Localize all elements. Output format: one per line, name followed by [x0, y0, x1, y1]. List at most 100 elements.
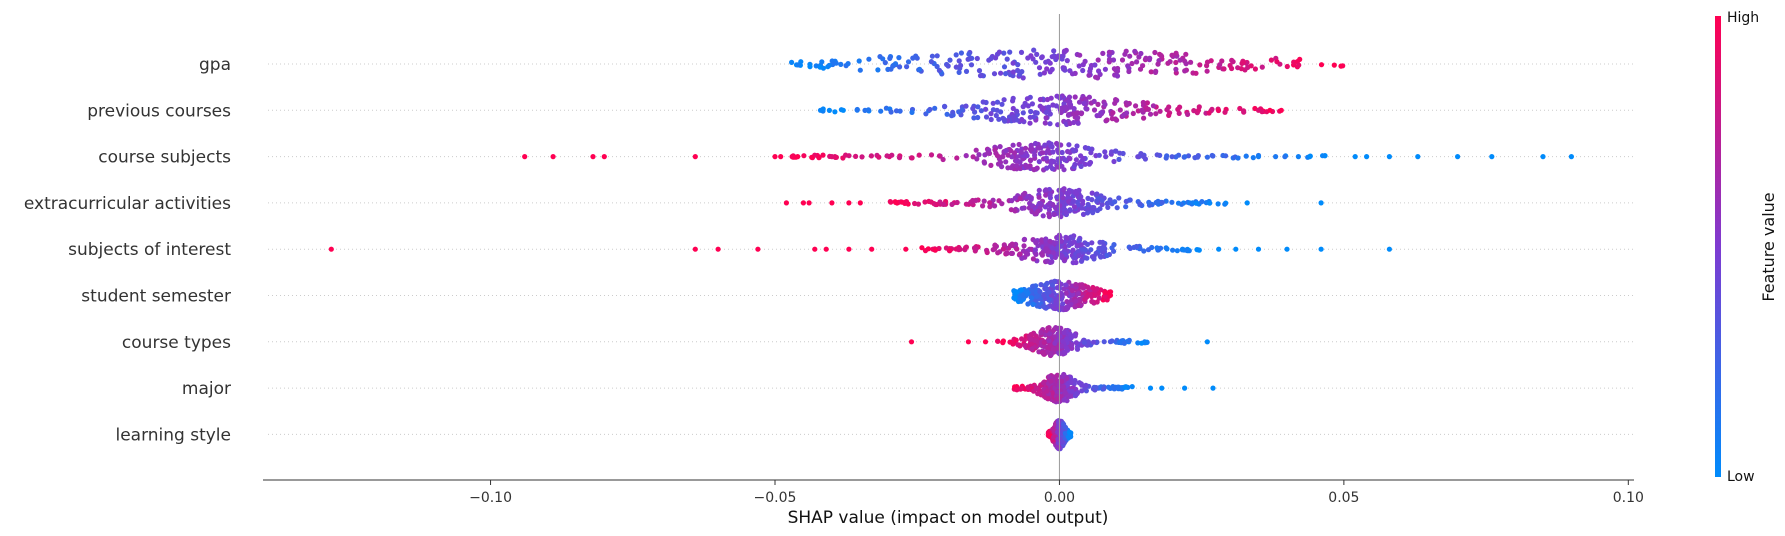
shap-point	[1064, 235, 1070, 241]
shap-point	[1020, 75, 1026, 81]
shap-point	[934, 201, 940, 208]
shap-point	[1010, 114, 1016, 120]
shap-point	[1024, 289, 1030, 295]
shap-point	[1051, 48, 1057, 54]
shap-point	[1095, 101, 1101, 107]
shap-point	[1028, 336, 1034, 342]
shap-point	[1064, 336, 1070, 342]
shap-point	[783, 200, 790, 206]
shap-point	[1000, 154, 1006, 160]
shap-point	[1080, 211, 1087, 217]
shap-point	[1072, 332, 1078, 338]
shap-point	[1220, 152, 1226, 159]
shap-point	[1147, 111, 1154, 117]
shap-point	[795, 154, 801, 160]
shap-point	[908, 339, 915, 345]
shap-point	[934, 53, 940, 59]
shap-point	[1030, 301, 1036, 307]
shap-point	[1097, 206, 1103, 212]
shap-point	[1183, 51, 1189, 57]
shap-point	[1029, 346, 1035, 352]
shap-point	[1048, 259, 1055, 265]
shap-point	[1062, 104, 1068, 110]
shap-point	[1182, 154, 1188, 160]
shap-point	[999, 101, 1005, 107]
shap-point	[1307, 154, 1313, 160]
shap-point	[1085, 339, 1091, 345]
shap-point	[949, 113, 955, 119]
shap-point	[919, 245, 925, 251]
shap-point	[1014, 246, 1020, 252]
shap-point	[976, 68, 983, 74]
shap-point	[1148, 69, 1154, 75]
shap-point	[789, 154, 795, 160]
shap-point	[1077, 52, 1083, 58]
shap-point	[1085, 206, 1091, 212]
shap-point	[1145, 247, 1152, 253]
shap-point	[1032, 152, 1038, 158]
shap-point	[1061, 421, 1067, 427]
shap-point	[812, 246, 818, 252]
shap-point	[1121, 340, 1127, 346]
shap-point	[1235, 155, 1241, 161]
shap-point	[1063, 209, 1069, 215]
shap-point	[1244, 200, 1250, 206]
feature-label: student semester	[81, 287, 231, 307]
shap-point	[1074, 110, 1080, 116]
shap-point	[1072, 189, 1078, 195]
shap-point	[1217, 62, 1223, 68]
shap-point	[1068, 104, 1074, 110]
shap-point	[1109, 338, 1115, 344]
shap-point	[1099, 197, 1105, 203]
shap-point	[1106, 56, 1113, 62]
shap-point	[1090, 284, 1096, 291]
shap-point	[1066, 429, 1073, 435]
shap-point	[1243, 153, 1249, 159]
shap-point	[1215, 201, 1221, 207]
shap-point	[1250, 155, 1256, 161]
shap-point	[976, 152, 982, 158]
shap-point	[1034, 293, 1040, 300]
shap-point	[978, 108, 985, 114]
shap-point	[820, 152, 826, 158]
shap-point	[1097, 239, 1103, 245]
shap-point	[1060, 384, 1066, 390]
shap-point	[1062, 157, 1068, 163]
shap-point	[1137, 66, 1144, 72]
shap-point	[1043, 115, 1049, 121]
shap-point	[1070, 247, 1076, 253]
shap-point	[1089, 190, 1095, 196]
shap-point	[1144, 100, 1150, 106]
shap-point	[1071, 204, 1078, 210]
shap-point	[1102, 66, 1108, 72]
shap-point	[968, 199, 974, 205]
shap-point	[963, 245, 969, 251]
shap-point	[1209, 152, 1215, 159]
shap-point	[1047, 69, 1053, 75]
shap-point	[1101, 339, 1107, 345]
shap-point	[1106, 49, 1112, 55]
shap-point	[1047, 60, 1053, 66]
shap-point	[1175, 200, 1182, 206]
shap-point	[1082, 145, 1088, 151]
shap-point	[1140, 99, 1146, 106]
shap-point	[1005, 152, 1011, 158]
shap-point	[1067, 156, 1073, 162]
shap-point	[1060, 301, 1066, 307]
shap-point	[876, 154, 882, 160]
shap-point	[1117, 107, 1123, 113]
shap-point	[1207, 200, 1213, 206]
shap-point	[1030, 256, 1036, 262]
shap-point	[801, 153, 807, 159]
shap-point	[1386, 154, 1392, 160]
shap-point	[875, 67, 881, 73]
shap-point	[1048, 95, 1054, 101]
shap-point	[1142, 340, 1149, 346]
shap-point	[1057, 234, 1063, 240]
shap-point	[1013, 337, 1019, 343]
shap-point	[1164, 153, 1170, 159]
shap-point	[995, 250, 1001, 256]
shap-point	[1049, 54, 1055, 60]
shap-point	[1025, 385, 1031, 391]
shap-point	[1188, 59, 1194, 65]
